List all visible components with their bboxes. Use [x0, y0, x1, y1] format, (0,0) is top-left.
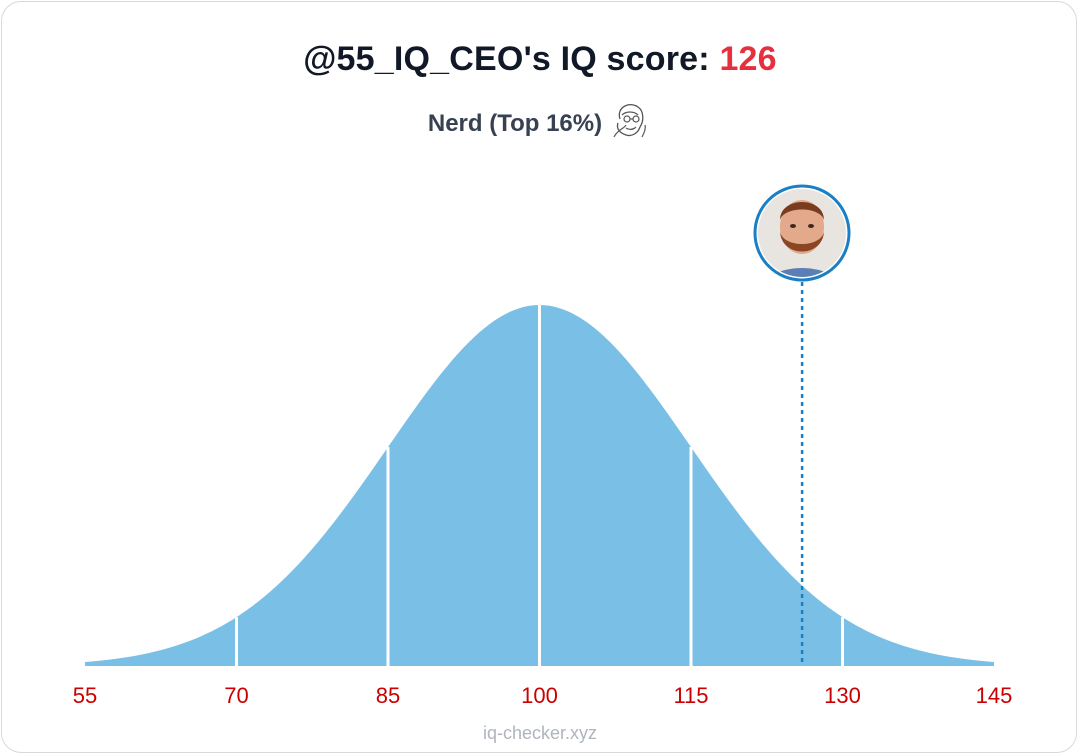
- iq-score: 126: [719, 40, 777, 78]
- page-title: @55_IQ_CEO's IQ score: 126: [0, 40, 1080, 79]
- nerd-face-icon: [613, 104, 646, 138]
- x-tick-label-130: 130: [824, 683, 861, 708]
- subtitle: Nerd (Top 16%): [0, 99, 1080, 141]
- watermark: iq-checker.xyz: [482, 723, 598, 743]
- avatar: [753, 184, 851, 282]
- title-prefix: @55_IQ_CEO's IQ score:: [303, 40, 710, 78]
- x-tick-label-55: 55: [73, 683, 97, 708]
- x-tick-label-115: 115: [673, 683, 708, 708]
- x-tick-label-145: 145: [976, 683, 1013, 708]
- x-tick-label-100: 100: [521, 683, 558, 708]
- x-tick-label-70: 70: [224, 683, 248, 708]
- category-label: Nerd (Top 16%): [427, 110, 603, 137]
- x-tick-label-85: 85: [376, 683, 400, 708]
